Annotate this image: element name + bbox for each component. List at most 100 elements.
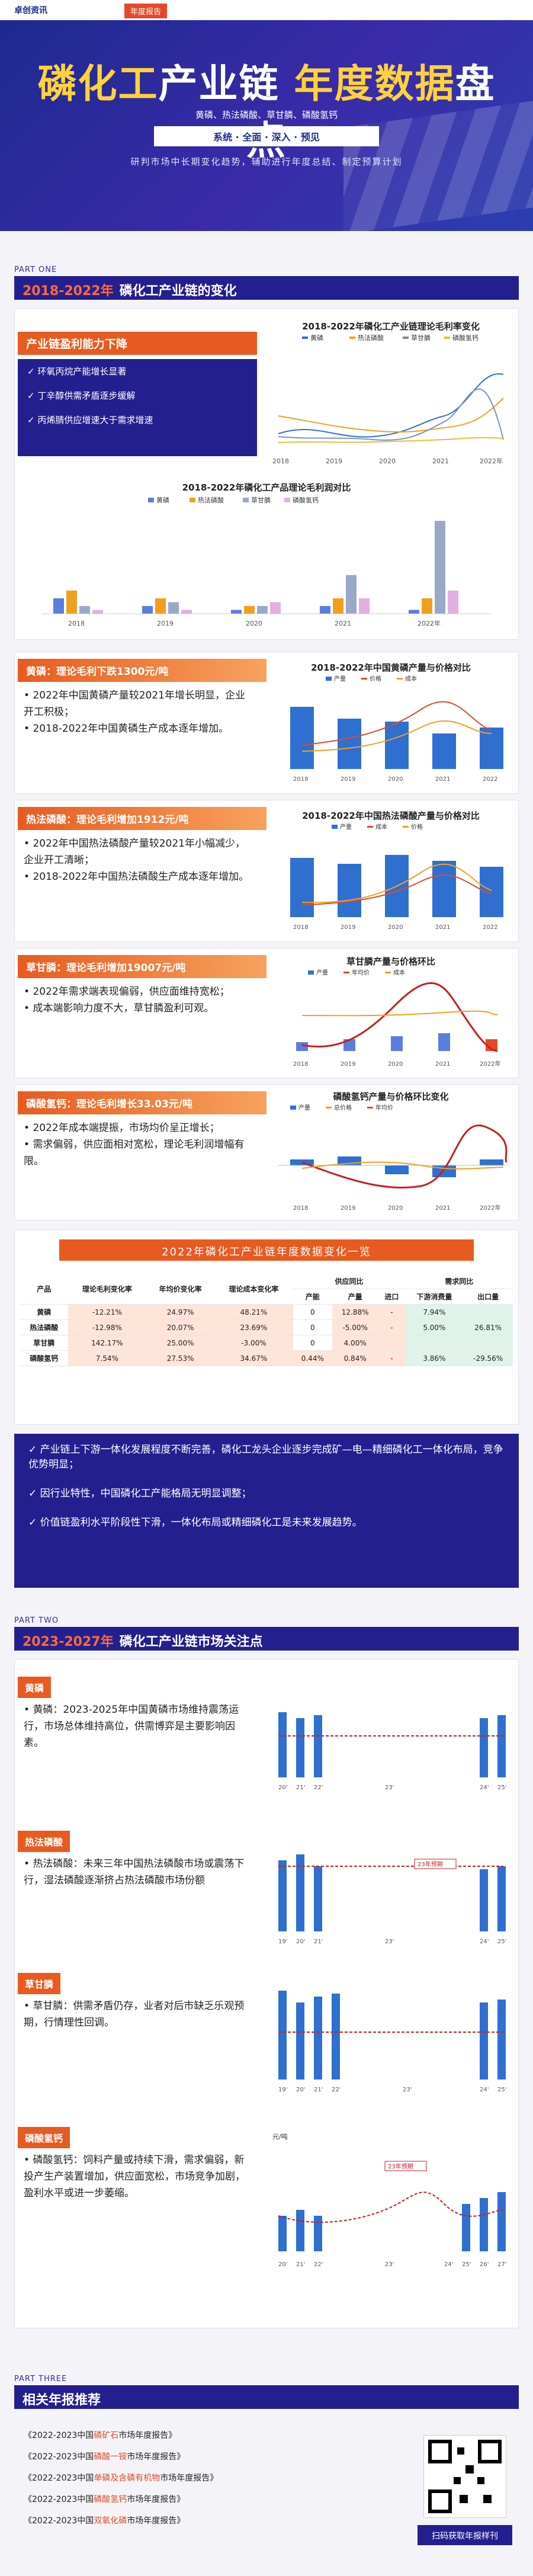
refa-text: • 2022年中国热法磷酸产量较2021年小幅减少，企业开工清晰； • 2018… [24, 838, 249, 883]
svg-text:26': 26' [480, 2261, 489, 2268]
report-link[interactable]: 《2022-2023中国磷酸氢钙市场年度报告》 [24, 2495, 185, 2504]
caogan-text: • 2022年需求端表现偏弱，供应面维持宽松； • 成本端影响力度不大，草甘膦盈… [24, 986, 230, 1014]
svg-text:23': 23' [403, 2087, 412, 2093]
refa-head: 热法磷酸：理论毛利增加1912元/吨 [18, 807, 266, 830]
top-bar [0, 0, 533, 20]
profit-bullet: ✓ 丁辛醇供需矛盾逐步缓解 [27, 390, 136, 401]
bar [231, 610, 242, 614]
report-link[interactable]: 《2022-2023中国磷矿石市场年度报告》 [24, 2431, 177, 2440]
qr-code[interactable] [423, 2435, 506, 2518]
svg-text:年均价: 年均价 [375, 1104, 393, 1111]
profit-bullet: ✓ 环氧丙烷产能增长显著 [27, 366, 127, 377]
svg-text:2021: 2021 [432, 457, 449, 465]
margin-bar-chart: 黄磷 热法磷酸 草甘膦 磷酸氢钙 2018 2019 2020 2021 2022年 [41, 496, 492, 627]
table-row: 黄磷 -12.21% 24.97% 48.21% 0 12.88% -7.94% [20, 1304, 513, 1320]
svg-text:25': 25' [462, 2261, 471, 2268]
profit-head: 产业链盈利能力下降 [18, 332, 257, 355]
part-three-bar: 相关年报推荐 [14, 2385, 519, 2409]
svg-text:产量: 产量 [298, 1104, 310, 1111]
gai-text: • 2022年成本端提振，市场均价呈正增长； • 需求偏弱，供应面相对宽松，理论… [24, 1122, 245, 1167]
report-tag: 年度报告 [124, 4, 168, 18]
bar-chart-title: 2018-2022年磷化工产品理论毛利润对比 [182, 482, 351, 493]
svg-text:2019: 2019 [341, 776, 355, 783]
margin-line-chart: 黄磷 热法磷酸 草甘膦 磷酸氢钙 2018 2019 2020 2021 2022年 [272, 334, 504, 465]
bar [92, 610, 103, 614]
svg-text:产量: 产量 [334, 675, 346, 683]
bar [448, 590, 458, 614]
svg-text:热法磷酸: 热法磷酸 [198, 496, 224, 504]
svg-text:成本: 成本 [375, 823, 387, 831]
svg-text:20': 20' [296, 2087, 305, 2093]
hero-tagline: 系统 · 全面 · 深入 · 预见 [154, 126, 379, 146]
svg-text:20': 20' [278, 2261, 287, 2268]
caogan-chart: 产量 年均价 成本 2018 2019 2020 2021 2022年 [293, 969, 500, 1068]
svg-text:价格: 价格 [411, 823, 423, 831]
hero-keywords: 黄磷、热法磷酸、草甘膦、磷酸氢钙 [195, 110, 338, 120]
report-link[interactable]: 《2022-2023中国双氧化磷市场年度报告》 [24, 2516, 185, 2526]
focus-head-refa: 热法磷酸 [18, 1831, 70, 1852]
svg-text:21': 21' [296, 1784, 305, 1791]
svg-text:草甘膦: 草甘膦 [411, 334, 431, 342]
svg-text:年均价: 年均价 [352, 969, 370, 976]
svg-text:21': 21' [314, 1939, 323, 1945]
focus-chart-caogan: 19' 20' 21' 22' 23' 24' 25' [278, 1991, 506, 2093]
bar [270, 602, 281, 614]
svg-text:27': 27' [497, 2261, 506, 2268]
profit-bullets: ✓ 环氧丙烷产能增长显著 ✓ 丁辛醇供需矛盾逐步缓解 ✓ 丙烯腈供应增速大于需求… [18, 359, 257, 456]
svg-text:磷酸氢钙: 磷酸氢钙 [293, 496, 319, 504]
gai-chart-title: 磷酸氢钙产量与价格环比变化 [333, 1091, 449, 1102]
focus-text-refa: • 热法磷酸：未来三年中国热法磷酸市场或震荡下行，湿法磷酸逐渐挤占热法磷酸市场份… [24, 1858, 245, 1886]
summary-item: ✓ 价值链盈利水平阶段性下滑，一体化布局或精细磷化工是未来发展趋势。 [28, 1517, 362, 1529]
svg-text:2019: 2019 [341, 1061, 355, 1068]
svg-text:2018: 2018 [68, 620, 85, 627]
svg-text:2022年: 2022年 [480, 457, 503, 465]
focus-head-caogan: 草甘膦 [18, 1973, 61, 1994]
svg-text:2019: 2019 [341, 1205, 355, 1212]
svg-text:黄磷: 黄磷 [310, 334, 323, 342]
svg-text:22': 22' [314, 2261, 323, 2268]
part-one-bar: 2018-2022年 磷化工产业链的变化 [14, 276, 519, 300]
svg-text:2020: 2020 [246, 620, 262, 627]
svg-text:23': 23' [385, 2261, 394, 2268]
summary-table: 产品 理论毛利变化率 年均价变化率 理论成本变化率 供应同比 需求同比 产能 产量… [20, 1274, 513, 1366]
summary-box: ✓ 产业链上下游一体化发展程度不断完善，磷化工龙头企业逐步完成矿—电—精细磷化工… [14, 1434, 519, 1588]
report-link[interactable]: 《2022-2023中国磷酸一铵市场年度报告》 [24, 2452, 185, 2462]
svg-text:2018: 2018 [272, 457, 289, 465]
hero-description: 研判市场中长期变化趋势，辅助进行年度总结、制定预算计划 [130, 156, 403, 167]
svg-text:24': 24' [480, 2087, 489, 2093]
qr-button[interactable]: 扫码获取年报样刊 [418, 2525, 512, 2545]
huanglin-chart-title: 2018-2022年中国黄磷产量与价格对比 [311, 662, 471, 673]
svg-text:25': 25' [497, 1784, 506, 1791]
refa-chart: 产量 成本 价格 2018 2019 2020 2021 2022 [290, 823, 503, 931]
refa-chart-title: 2018-2022年中国热法磷酸产量与价格对比 [302, 810, 480, 821]
svg-text:22': 22' [332, 2087, 341, 2093]
svg-text:2019: 2019 [341, 924, 355, 931]
focus-text-caogan: • 草甘膦：供需矛盾仍存，业者对后市缺乏乐观预期，行情理性回调。 [24, 2000, 245, 2029]
svg-text:23': 23' [385, 1784, 394, 1791]
svg-text:21': 21' [296, 2261, 305, 2268]
table-row: 草甘膦 142.17% 25.00% -3.00% 0 4.00% [20, 1335, 513, 1351]
qr-code-icon [428, 2440, 502, 2513]
svg-text:2020: 2020 [388, 1061, 403, 1068]
line-chart-title: 2018-2022年磷化工产业链理论毛利率变化 [302, 321, 480, 332]
bar [66, 590, 77, 614]
series-line-gai [278, 437, 504, 443]
svg-text:2021: 2021 [335, 620, 351, 627]
series-line-refa [278, 398, 504, 433]
svg-text:磷酸氢钙: 磷酸氢钙 [452, 334, 479, 342]
svg-text:产量: 产量 [340, 823, 352, 831]
focus-text-huanglin: • 黄磷：2023-2025年中国黄磷市场维持震荡运行，市场总体维持高位，供需博… [24, 1704, 239, 1749]
svg-text:2021: 2021 [435, 1061, 450, 1068]
focus-chart-huanglin: 20' 21' 22' 23' 24' 25' [278, 1712, 506, 1791]
bar [422, 598, 432, 614]
svg-text:2019: 2019 [326, 457, 342, 465]
report-link[interactable]: 《2022-2023中国单磷及含磷有机物市场年度报告》 [24, 2474, 219, 2483]
caogan-chart-title: 草甘膦产量与价格环比 [346, 956, 435, 967]
svg-text:19': 19' [278, 1939, 287, 1945]
caogan-head: 草甘膦：理论毛利增加19007元/吨 [18, 955, 266, 978]
bar [244, 605, 255, 614]
svg-text:草甘膦: 草甘膦 [251, 496, 271, 504]
svg-text:2019: 2019 [157, 620, 174, 627]
svg-text:2021: 2021 [435, 1205, 450, 1212]
